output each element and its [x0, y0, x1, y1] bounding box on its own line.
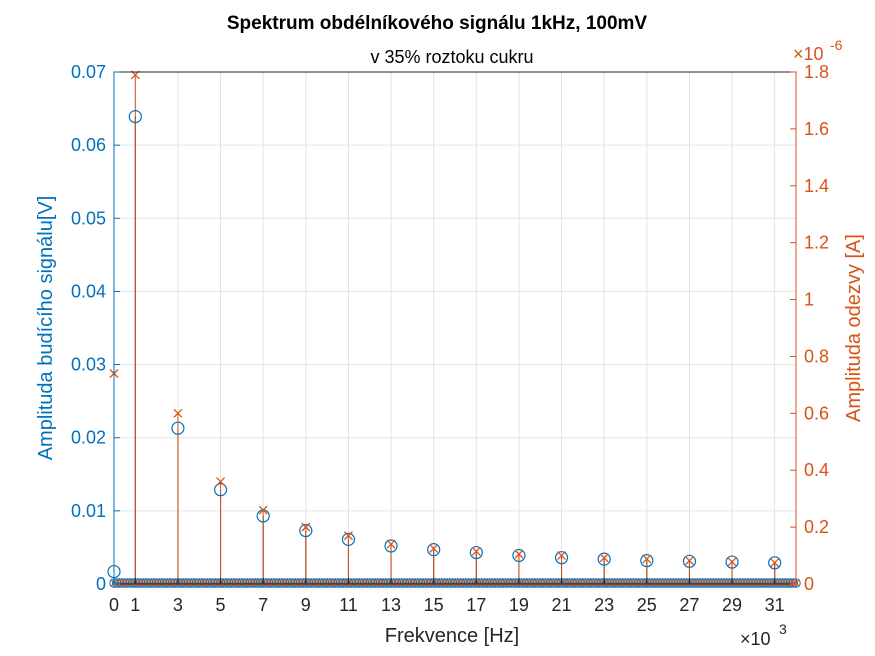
y-right-tick-label: 1.2 — [804, 233, 829, 253]
x-tick-label: 31 — [765, 595, 785, 615]
data-point-circle — [682, 554, 697, 568]
y-left-tick-label: 0.04 — [71, 281, 106, 301]
data-point-x — [599, 553, 609, 563]
data-point-x — [386, 539, 396, 549]
data-point-x — [727, 557, 737, 567]
data-point-circle — [597, 552, 611, 566]
y-left-tick-label: 0.05 — [71, 208, 106, 228]
data-point-x — [258, 505, 268, 515]
x-tick-label: 15 — [424, 595, 444, 615]
data-point-circle — [554, 551, 569, 565]
x-tick-label: 17 — [466, 595, 486, 615]
y-right-tick-label: 0.4 — [804, 460, 829, 480]
data-point-x — [301, 522, 311, 532]
data-point-circle — [469, 545, 483, 560]
plot-area — [114, 72, 796, 584]
data-point-circle — [768, 556, 782, 570]
data-point-x — [173, 408, 183, 418]
data-point-x — [684, 556, 694, 566]
y-right-tick-label: 0.6 — [804, 403, 829, 423]
x-exponent: ×10 3 — [740, 621, 787, 649]
x-tick-label: 7 — [258, 595, 268, 615]
grid — [113, 71, 796, 585]
data-point-x — [770, 558, 780, 568]
y-right-tick-label: 0.2 — [804, 517, 829, 537]
data-point-circle — [213, 483, 228, 497]
y-left-tick-label: 0.06 — [71, 135, 106, 155]
y-left-tick-label: 0.02 — [71, 428, 106, 448]
x-axis-label: Frekvence [Hz] — [385, 625, 519, 647]
data-point-circle — [725, 555, 739, 569]
data-point-x — [343, 531, 353, 541]
x-tick-label: 19 — [509, 595, 529, 615]
y-left-tick-label: 0.03 — [71, 355, 106, 375]
data-point-circle — [384, 539, 398, 553]
x-tick-label: 13 — [381, 595, 401, 615]
data-point-circle — [640, 553, 654, 568]
x-tick-label: 21 — [552, 595, 572, 615]
data-point-x — [557, 551, 567, 561]
y-right-tick-label: 0 — [804, 574, 814, 594]
y-right-tick-label: 1 — [804, 290, 814, 310]
x-tick-label: 1 — [130, 595, 140, 615]
data-point-circle — [512, 548, 526, 563]
x-tick-label: 29 — [722, 595, 742, 615]
markers — [107, 70, 782, 579]
chart-subtitle: v 35% roztoku cukru — [370, 47, 533, 67]
x-exponent-base: ×10 — [740, 629, 771, 649]
baseline-circle-marker — [785, 578, 796, 588]
data-point-circle — [427, 543, 441, 557]
y-right-tick-label: 1.8 — [804, 62, 829, 82]
y-left-tick-label: 0 — [96, 574, 106, 594]
x-tick-label: 23 — [594, 595, 614, 615]
data-point-circle — [171, 421, 185, 435]
data-point-x — [216, 477, 226, 487]
data-point-circle — [341, 532, 356, 546]
data-point-x — [514, 549, 524, 559]
y-right-tick-label: 1.6 — [804, 119, 829, 139]
data-point-x — [642, 554, 652, 564]
baseline-markers — [109, 578, 801, 588]
y-right-tick-label: 0.8 — [804, 346, 829, 366]
x-tick-label: 9 — [301, 595, 311, 615]
y-right-exponent-power: -6 — [830, 37, 843, 53]
x-tick-label: 0 — [109, 595, 119, 615]
chart-title: Spektrum obdélníkového signálu 1kHz, 100… — [227, 13, 648, 34]
data-point-circle — [128, 110, 142, 124]
x-tick-label: 11 — [339, 595, 358, 615]
y-right-exponent-base: ×10 — [793, 44, 824, 64]
x-tick-label: 27 — [679, 595, 699, 615]
y-left-tick-label: 0.07 — [71, 62, 106, 82]
x-tick-label: 5 — [216, 595, 226, 615]
ticks: 0 1 3 5 7 9 11 13 15 17 19 21 23 25 27 29 3100.010.020.0… — [71, 62, 829, 615]
x-tick-label: 25 — [637, 595, 657, 615]
x-tick-label: 3 — [173, 595, 183, 615]
data-point-circle — [299, 524, 313, 538]
y-right-tick-label: 1.4 — [804, 176, 829, 196]
data-point-x — [429, 543, 439, 553]
x-exponent-power: 3 — [779, 621, 787, 637]
y-left-tick-label: 0.01 — [71, 501, 106, 521]
data-point-x — [471, 546, 481, 556]
y-right-exponent: ×10 -6 — [793, 37, 843, 64]
y-right-axis-label: Amplituda odezvy [A] — [843, 234, 865, 422]
y-left-axis-label: Amplituda budícího signálu[V] — [35, 196, 57, 461]
baseline-circle-marker — [788, 578, 799, 588]
